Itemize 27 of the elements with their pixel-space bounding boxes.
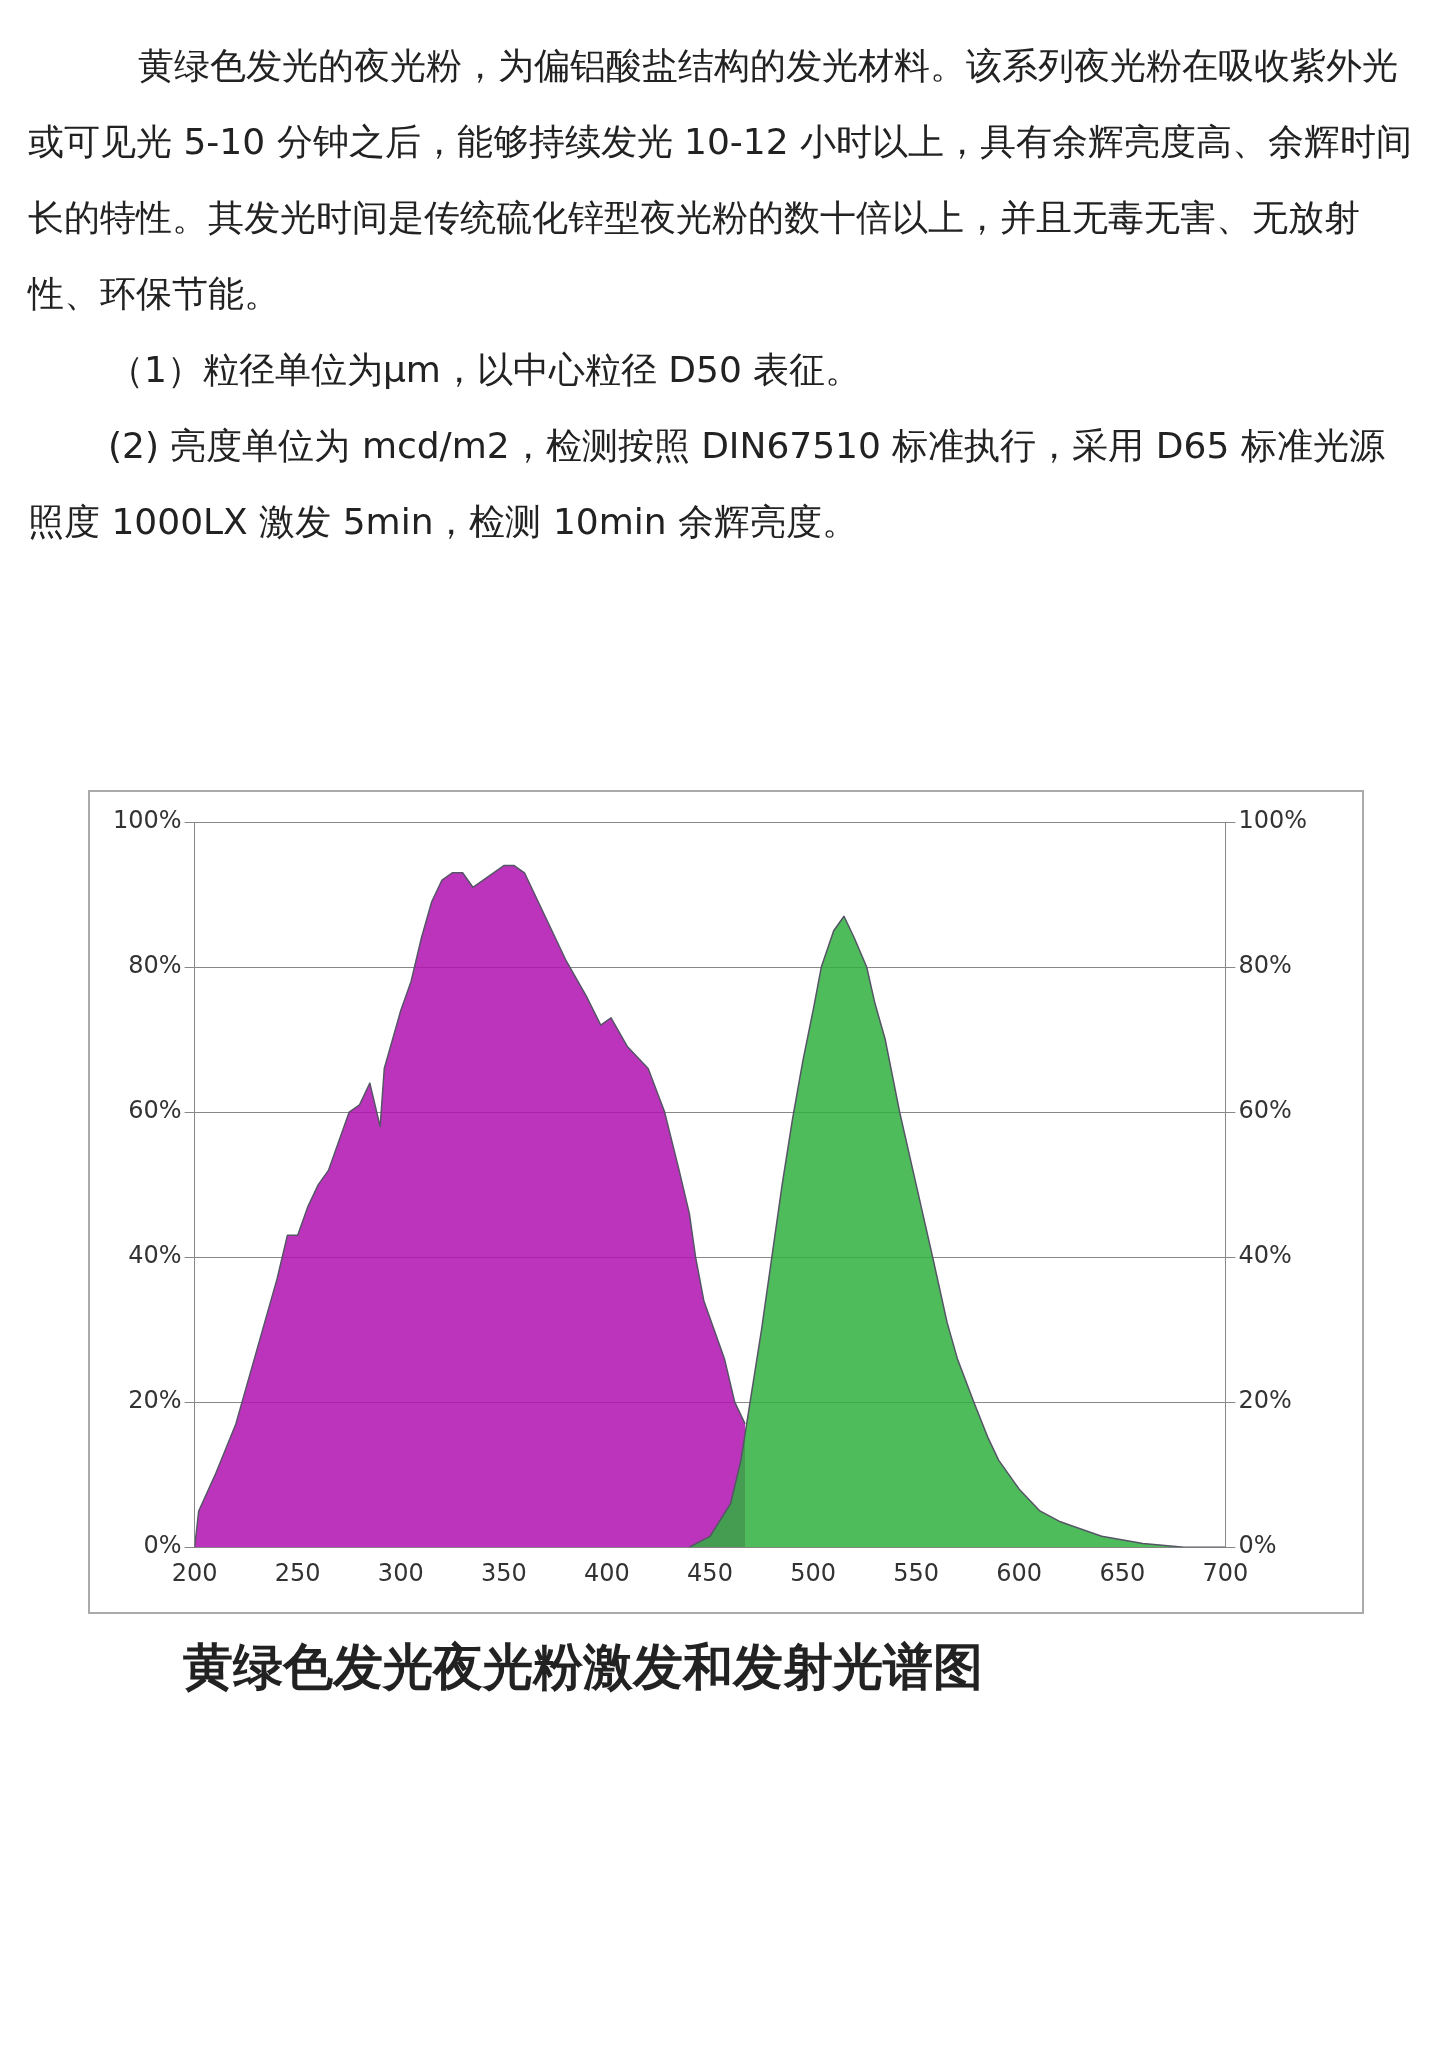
text: 黄绿色发光的夜光粉，为偏铝酸盐结构的发光材料。该系列夜光粉在吸收紫外光或可见光 5-10 分钟之后，能够持续发光 10-12 小时以上，具有余辉亮度高、余辉时间长的特性。其发光时间是传统硫化锌型夜光粉的数十倍以上，并且无毒无害、无放射性、环保节能。 xyxy=(28,44,1414,316)
y-tick-label: 80% xyxy=(128,951,182,980)
x-tick-label: 700 xyxy=(1202,1558,1249,1587)
x-tick-label: 500 xyxy=(790,1558,836,1587)
x-tick-label: 400 xyxy=(584,1558,630,1587)
y-tick-label: 100% xyxy=(112,806,182,835)
y2-tick-label: 60% xyxy=(1238,1096,1292,1125)
y-tick-label: 40% xyxy=(128,1241,182,1270)
x-tick-label: 550 xyxy=(893,1558,940,1587)
x-tick-label: 350 xyxy=(480,1558,527,1587)
x-tick-label: 600 xyxy=(996,1558,1043,1587)
y-tick-label: 20% xyxy=(128,1386,182,1415)
text: 黄绿色发光夜光粉激发和发射光谱图 xyxy=(183,1637,984,1698)
x-tick-label: 300 xyxy=(377,1558,424,1587)
y2-tick-label: 20% xyxy=(1238,1386,1292,1415)
x-tick-label: 250 xyxy=(274,1558,321,1587)
text: (2) 亮度单位为 mcd/m2，检测按照 DIN67510 标准执行，采用 D65 标准光源照度 1000LX 激发 5min，检测 10min 余辉亮度。 xyxy=(28,424,1386,544)
x-tick-label: 650 xyxy=(1099,1558,1146,1587)
y2-tick-label: 0% xyxy=(1238,1531,1277,1560)
y2-tick-label: 80% xyxy=(1238,951,1292,980)
x-tick-label: 450 xyxy=(687,1558,733,1587)
y2-tick-label: 40% xyxy=(1238,1241,1292,1270)
y2-tick-label: 100% xyxy=(1238,806,1308,835)
y-tick-label: 60% xyxy=(128,1096,182,1125)
y-tick-label: 0% xyxy=(143,1531,182,1560)
x-tick-label: 200 xyxy=(171,1558,218,1587)
text: （1）粒径单位为μm，以中心粒径 D50 表征。 xyxy=(107,348,863,392)
